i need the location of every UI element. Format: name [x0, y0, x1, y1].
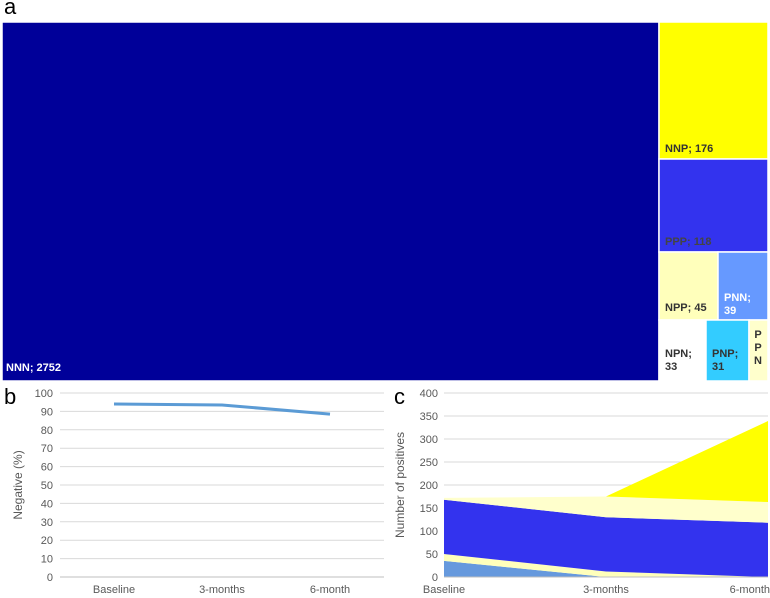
- treemap-label-npn: NPN;: [665, 348, 692, 360]
- negative-percent-line-chart: 0 10 20 30 40 50 60 70 80 90 100 Baseline 3-months 6-…: [11, 388, 384, 596]
- y-tick-label: 150: [420, 503, 438, 515]
- y-tick-label: 70: [41, 443, 53, 455]
- series-line: [113, 402, 331, 416]
- y-tick-label: 90: [41, 406, 53, 418]
- treemap-cell-nnn: [1, 21, 660, 382]
- treemap-label-npp: NPP; 45: [665, 302, 707, 314]
- area-series-4: [444, 421, 768, 503]
- x-tick-label: Baseline: [423, 584, 465, 596]
- treemap-cell-npp: [658, 251, 719, 321]
- y-axis-label: Negative (%): [11, 450, 25, 519]
- treemap-label-pnp: 31: [712, 361, 724, 373]
- y-tick-label: 80: [41, 425, 53, 437]
- y-tick-label: 30: [41, 517, 53, 529]
- treemap-cell-nnp: [658, 21, 769, 160]
- treemap-label-ppn: P: [754, 342, 761, 354]
- treemap-cell-ppp: [658, 158, 769, 253]
- y-tick-label: 350: [420, 411, 438, 423]
- x-tick-label: 3-months: [199, 584, 245, 596]
- y-tick-label: 50: [41, 480, 53, 492]
- treemap-label-npn: 33: [665, 361, 677, 373]
- area-series-0: [444, 560, 768, 577]
- positives-area-chart: 0 50 100 150 200 250 300 350 400 Baseline 3-months…: [393, 388, 770, 596]
- treemap-label-pnn: 39: [724, 305, 736, 317]
- panel-label-a: a: [4, 0, 17, 19]
- y-tick-label: 10: [41, 554, 53, 566]
- panel-label-b: b: [4, 384, 17, 409]
- panel-label-c: c: [394, 384, 405, 409]
- area-series-1: [444, 554, 768, 577]
- y-tick-label: 100: [420, 526, 438, 538]
- treemap-label-nnp: NNP; 176: [665, 143, 713, 155]
- x-tick-label: 3-months: [583, 584, 629, 596]
- x-tick-label: 6-month: [730, 584, 770, 596]
- y-tick-label: 250: [420, 457, 438, 469]
- x-tick-label: 6-month: [310, 584, 350, 596]
- y-tick-label: 0: [432, 572, 438, 584]
- treemap-cell-ppn: [748, 319, 769, 382]
- area-series-2: [444, 499, 768, 577]
- treemap-label-pnp: PNP;: [712, 348, 738, 360]
- treemap-label-ppp: PPP; 118: [665, 236, 711, 248]
- y-tick-label: 40: [41, 498, 53, 510]
- treemap-label-ppn: P: [754, 329, 761, 341]
- treemap-label-ppn: N: [754, 355, 762, 367]
- treemap-label-nnn: NNN; 2752: [6, 362, 61, 374]
- y-tick-label: 20: [41, 535, 53, 547]
- y-tick-label: 300: [420, 434, 438, 446]
- y-axis-label: Number of positives: [393, 432, 407, 538]
- y-tick-label: 400: [420, 388, 438, 400]
- y-tick-label: 50: [426, 549, 438, 561]
- y-tick-label: 200: [420, 480, 438, 492]
- area-series-3: [444, 496, 768, 523]
- y-tick-label: 0: [47, 572, 53, 584]
- y-tick-label: 100: [35, 388, 53, 400]
- x-tick-label: Baseline: [93, 584, 135, 596]
- treemap-label-pnn: PNN;: [724, 292, 751, 304]
- y-tick-label: 60: [41, 462, 53, 474]
